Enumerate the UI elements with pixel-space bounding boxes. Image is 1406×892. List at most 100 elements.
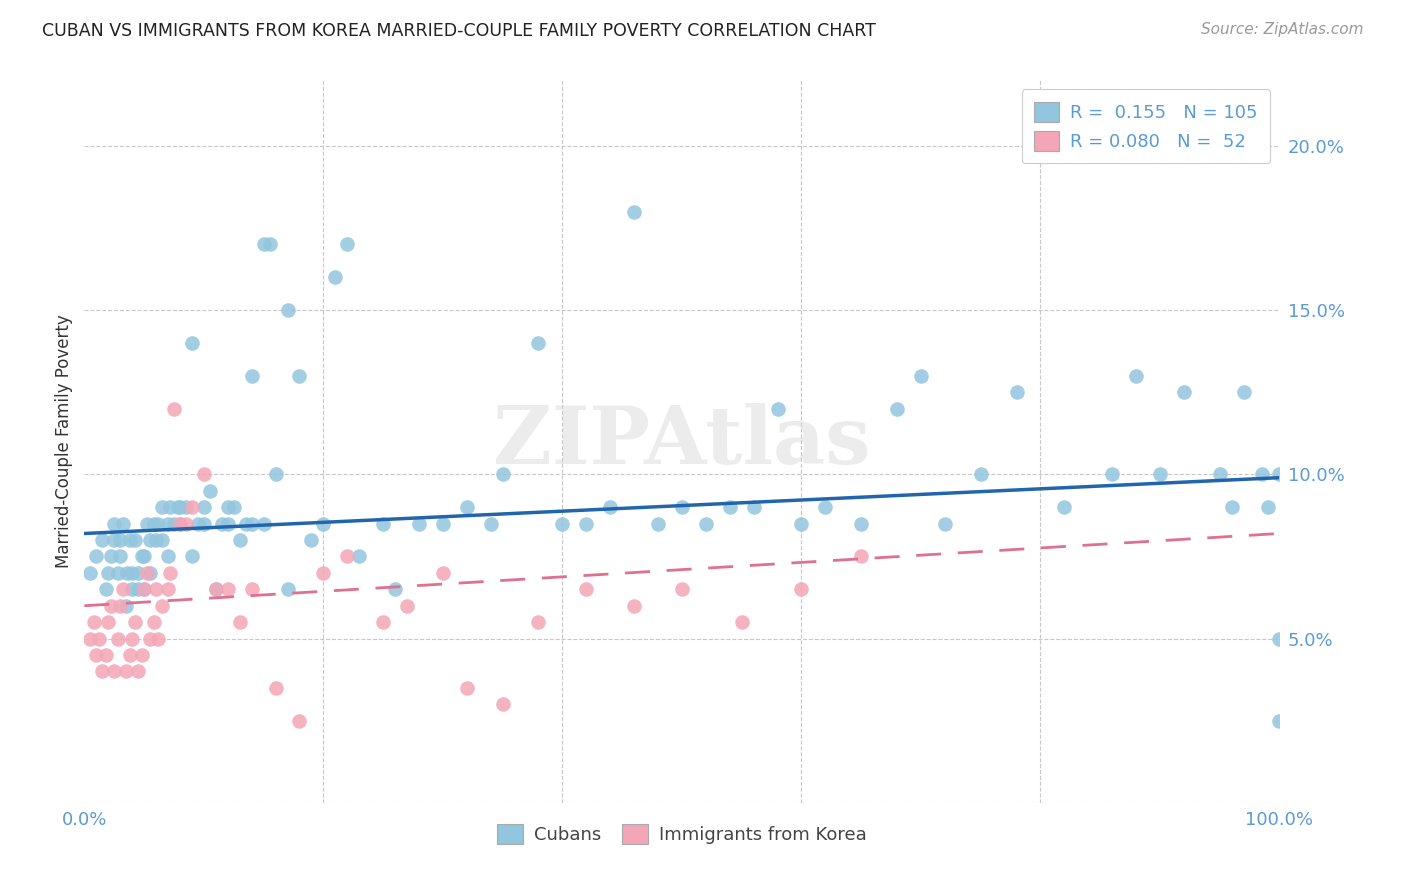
Point	[148, 632, 170, 646]
Point	[1173, 385, 1195, 400]
Point	[145, 533, 167, 547]
Point	[1209, 467, 1232, 482]
Point	[886, 401, 908, 416]
Point	[1250, 467, 1272, 482]
Point	[193, 516, 215, 531]
Point	[325, 270, 347, 285]
Point	[107, 566, 129, 580]
Point	[1233, 385, 1256, 400]
Point	[97, 566, 120, 580]
Text: Source: ZipAtlas.com: Source: ZipAtlas.com	[1201, 22, 1364, 37]
Y-axis label: Married-Couple Family Poverty: Married-Couple Family Poverty	[55, 315, 73, 568]
Point	[157, 582, 180, 597]
Point	[79, 566, 101, 580]
Point	[187, 516, 209, 531]
Point	[277, 582, 299, 597]
Point	[373, 516, 395, 531]
Point	[766, 401, 789, 416]
Point	[121, 566, 143, 580]
Point	[124, 615, 146, 630]
Point	[159, 566, 181, 580]
Point	[349, 549, 371, 564]
Point	[150, 533, 173, 547]
Point	[851, 549, 873, 564]
Point	[1125, 368, 1147, 383]
Point	[217, 516, 239, 531]
Point	[259, 237, 281, 252]
Point	[169, 516, 191, 531]
Point	[1005, 385, 1028, 400]
Text: CUBAN VS IMMIGRANTS FROM KOREA MARRIED-COUPLE FAMILY POVERTY CORRELATION CHART: CUBAN VS IMMIGRANTS FROM KOREA MARRIED-C…	[42, 22, 876, 40]
Point	[118, 533, 141, 547]
Point	[336, 549, 359, 564]
Point	[527, 615, 550, 630]
Point	[456, 500, 478, 515]
Point	[139, 632, 162, 646]
Point	[432, 516, 454, 531]
Point	[181, 500, 204, 515]
Point	[91, 533, 114, 547]
Point	[163, 516, 186, 531]
Point	[181, 336, 204, 351]
Point	[110, 549, 132, 564]
Point	[193, 500, 215, 515]
Point	[100, 549, 122, 564]
Point	[396, 599, 419, 613]
Point	[135, 566, 157, 580]
Point	[150, 500, 173, 515]
Point	[127, 582, 149, 597]
Point	[205, 582, 228, 597]
Point	[695, 516, 717, 531]
Point	[142, 516, 165, 531]
Point	[671, 582, 693, 597]
Point	[157, 516, 180, 531]
Point	[312, 516, 335, 531]
Point	[1268, 714, 1291, 728]
Point	[240, 582, 263, 597]
Point	[551, 516, 574, 531]
Point	[107, 632, 129, 646]
Point	[934, 516, 956, 531]
Point	[229, 615, 252, 630]
Point	[198, 483, 221, 498]
Point	[193, 467, 215, 482]
Point	[181, 549, 204, 564]
Point	[174, 500, 197, 515]
Point	[301, 533, 323, 547]
Point	[100, 599, 122, 613]
Point	[148, 516, 170, 531]
Point	[163, 401, 186, 416]
Point	[647, 516, 669, 531]
Point	[86, 648, 108, 662]
Point	[790, 516, 813, 531]
Point	[127, 566, 149, 580]
Point	[1268, 632, 1291, 646]
Point	[790, 582, 813, 597]
Point	[83, 615, 105, 630]
Point	[205, 582, 228, 597]
Point	[229, 533, 252, 547]
Point	[240, 368, 263, 383]
Point	[1101, 467, 1123, 482]
Point	[110, 599, 132, 613]
Point	[174, 516, 197, 531]
Point	[94, 648, 117, 662]
Point	[132, 549, 156, 564]
Point	[131, 648, 153, 662]
Point	[851, 516, 873, 531]
Point	[139, 533, 162, 547]
Point	[336, 237, 359, 252]
Point	[718, 500, 741, 515]
Point	[217, 500, 239, 515]
Point	[97, 615, 120, 630]
Point	[103, 533, 125, 547]
Point	[139, 566, 162, 580]
Point	[575, 516, 598, 531]
Point	[384, 582, 406, 597]
Point	[118, 648, 141, 662]
Point	[169, 500, 191, 515]
Point	[111, 582, 134, 597]
Point	[94, 582, 117, 597]
Point	[623, 204, 645, 219]
Point	[79, 632, 101, 646]
